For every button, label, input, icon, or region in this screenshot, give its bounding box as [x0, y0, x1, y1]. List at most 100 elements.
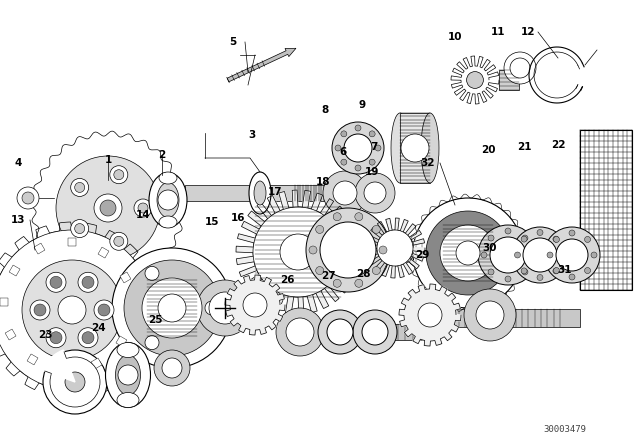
Circle shape: [43, 350, 107, 414]
Bar: [27, 354, 38, 365]
Circle shape: [145, 336, 159, 349]
Circle shape: [440, 225, 496, 281]
Circle shape: [553, 236, 559, 242]
Text: 4: 4: [14, 158, 22, 168]
Ellipse shape: [159, 216, 177, 228]
Bar: [9, 265, 20, 276]
Circle shape: [75, 224, 84, 233]
Circle shape: [591, 252, 597, 258]
Text: 20: 20: [481, 145, 495, 155]
Circle shape: [138, 203, 148, 213]
Polygon shape: [31, 131, 185, 285]
Circle shape: [320, 222, 376, 278]
Circle shape: [94, 194, 122, 222]
Ellipse shape: [117, 392, 139, 408]
Circle shape: [286, 318, 314, 346]
Circle shape: [30, 300, 50, 320]
Ellipse shape: [117, 343, 139, 358]
Circle shape: [353, 310, 397, 354]
Circle shape: [323, 171, 367, 215]
Circle shape: [34, 304, 46, 316]
Circle shape: [154, 350, 190, 386]
Text: 30: 30: [483, 243, 497, 253]
Circle shape: [112, 248, 232, 368]
Bar: [580, 130, 632, 290]
Bar: [345, 242, 565, 262]
Circle shape: [504, 52, 536, 84]
Circle shape: [355, 165, 361, 171]
Circle shape: [355, 125, 361, 131]
Circle shape: [490, 237, 526, 273]
Text: 12: 12: [521, 27, 535, 37]
FancyArrow shape: [227, 48, 296, 82]
Polygon shape: [399, 284, 461, 346]
Circle shape: [22, 260, 122, 360]
Circle shape: [98, 304, 110, 316]
Circle shape: [78, 328, 98, 348]
Circle shape: [553, 268, 559, 274]
Circle shape: [569, 230, 575, 236]
Circle shape: [544, 227, 600, 283]
Bar: [128, 306, 136, 314]
Circle shape: [114, 236, 124, 246]
Circle shape: [522, 235, 528, 241]
Ellipse shape: [159, 172, 177, 184]
Bar: [68, 238, 76, 246]
Text: 2: 2: [158, 150, 166, 160]
Circle shape: [94, 300, 114, 320]
Circle shape: [369, 131, 375, 137]
Bar: [400, 113, 430, 183]
Circle shape: [569, 274, 575, 280]
Ellipse shape: [149, 172, 187, 228]
Bar: [5, 329, 16, 340]
Text: 25: 25: [148, 315, 163, 325]
Bar: [425, 309, 580, 327]
Circle shape: [134, 199, 152, 217]
Circle shape: [401, 134, 429, 162]
Text: 29: 29: [415, 250, 429, 260]
Circle shape: [584, 267, 591, 274]
Text: 10: 10: [448, 32, 462, 42]
Text: 26: 26: [280, 275, 294, 285]
Circle shape: [379, 246, 387, 254]
Circle shape: [46, 328, 66, 348]
Bar: [34, 243, 45, 254]
Circle shape: [209, 292, 241, 324]
Circle shape: [46, 272, 66, 292]
Circle shape: [478, 225, 538, 285]
Circle shape: [316, 225, 324, 233]
Circle shape: [50, 332, 62, 344]
Text: 8: 8: [321, 105, 328, 115]
Circle shape: [82, 332, 94, 344]
Circle shape: [327, 319, 353, 345]
Circle shape: [65, 372, 85, 392]
Text: 30003479: 30003479: [543, 426, 586, 435]
Bar: [0, 298, 8, 306]
Text: 7: 7: [371, 142, 378, 152]
Circle shape: [58, 296, 86, 324]
Circle shape: [158, 190, 178, 210]
Circle shape: [418, 303, 442, 327]
Text: 24: 24: [91, 323, 106, 333]
Circle shape: [341, 131, 347, 137]
Circle shape: [276, 308, 324, 356]
Ellipse shape: [391, 113, 409, 183]
Ellipse shape: [254, 181, 266, 205]
Circle shape: [114, 170, 124, 180]
Circle shape: [78, 272, 98, 292]
Circle shape: [426, 211, 510, 295]
Polygon shape: [236, 190, 360, 314]
Circle shape: [355, 279, 363, 287]
Circle shape: [510, 58, 530, 78]
Circle shape: [75, 182, 84, 193]
Bar: [120, 272, 131, 283]
Circle shape: [512, 227, 568, 283]
Polygon shape: [365, 218, 425, 278]
Circle shape: [481, 252, 487, 258]
Circle shape: [197, 280, 253, 336]
Circle shape: [369, 159, 375, 165]
Circle shape: [110, 232, 128, 250]
Text: 32: 32: [420, 158, 435, 168]
Circle shape: [364, 182, 386, 204]
Circle shape: [467, 72, 483, 88]
